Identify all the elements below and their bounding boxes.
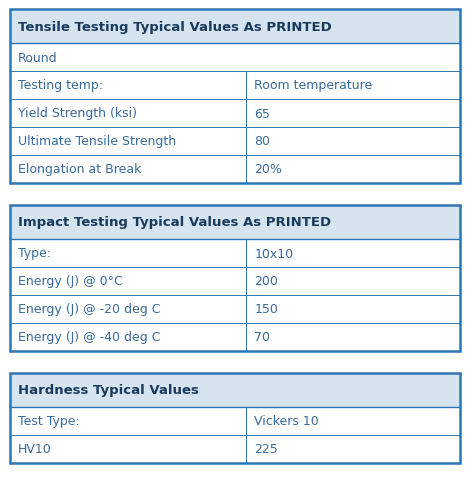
Bar bbox=[10, 100, 460, 128]
Text: Yield Strength (ksi): Yield Strength (ksi) bbox=[18, 107, 137, 120]
Bar bbox=[10, 240, 460, 268]
Text: Ultimate Tensile Strength: Ultimate Tensile Strength bbox=[18, 135, 176, 148]
Text: Room temperature: Room temperature bbox=[254, 79, 373, 92]
Text: 20%: 20% bbox=[254, 163, 282, 176]
Text: HV10: HV10 bbox=[18, 442, 52, 455]
Text: 150: 150 bbox=[254, 303, 278, 316]
Bar bbox=[10, 435, 460, 463]
Text: Type:: Type: bbox=[18, 247, 51, 260]
Text: Energy (J) @ 0°C: Energy (J) @ 0°C bbox=[18, 275, 123, 288]
Text: 80: 80 bbox=[254, 135, 270, 148]
Bar bbox=[10, 72, 460, 100]
Text: Energy (J) @ -20 deg C: Energy (J) @ -20 deg C bbox=[18, 303, 160, 316]
Bar bbox=[10, 268, 460, 295]
Text: 10x10: 10x10 bbox=[254, 247, 293, 260]
Text: 200: 200 bbox=[254, 275, 278, 288]
Text: Round: Round bbox=[18, 51, 58, 64]
Text: Hardness Typical Values: Hardness Typical Values bbox=[18, 384, 199, 397]
Text: Test Type:: Test Type: bbox=[18, 415, 80, 428]
Bar bbox=[10, 206, 460, 351]
Bar bbox=[10, 156, 460, 183]
Text: Energy (J) @ -40 deg C: Energy (J) @ -40 deg C bbox=[18, 331, 160, 344]
Text: 225: 225 bbox=[254, 442, 278, 455]
Bar bbox=[10, 10, 460, 183]
Text: Vickers 10: Vickers 10 bbox=[254, 415, 319, 428]
Text: 70: 70 bbox=[254, 331, 270, 344]
Text: 65: 65 bbox=[254, 107, 270, 120]
Bar bbox=[10, 407, 460, 435]
Text: Tensile Testing Typical Values As PRINTED: Tensile Testing Typical Values As PRINTE… bbox=[18, 20, 332, 33]
Bar bbox=[10, 10, 460, 44]
Text: Elongation at Break: Elongation at Break bbox=[18, 163, 141, 176]
Bar bbox=[10, 44, 460, 72]
Bar bbox=[10, 323, 460, 351]
Text: Testing temp:: Testing temp: bbox=[18, 79, 103, 92]
Bar bbox=[10, 373, 460, 463]
Bar bbox=[10, 128, 460, 156]
Text: Impact Testing Typical Values As PRINTED: Impact Testing Typical Values As PRINTED bbox=[18, 216, 331, 229]
Bar bbox=[10, 206, 460, 240]
Bar bbox=[10, 373, 460, 407]
Bar bbox=[10, 295, 460, 323]
